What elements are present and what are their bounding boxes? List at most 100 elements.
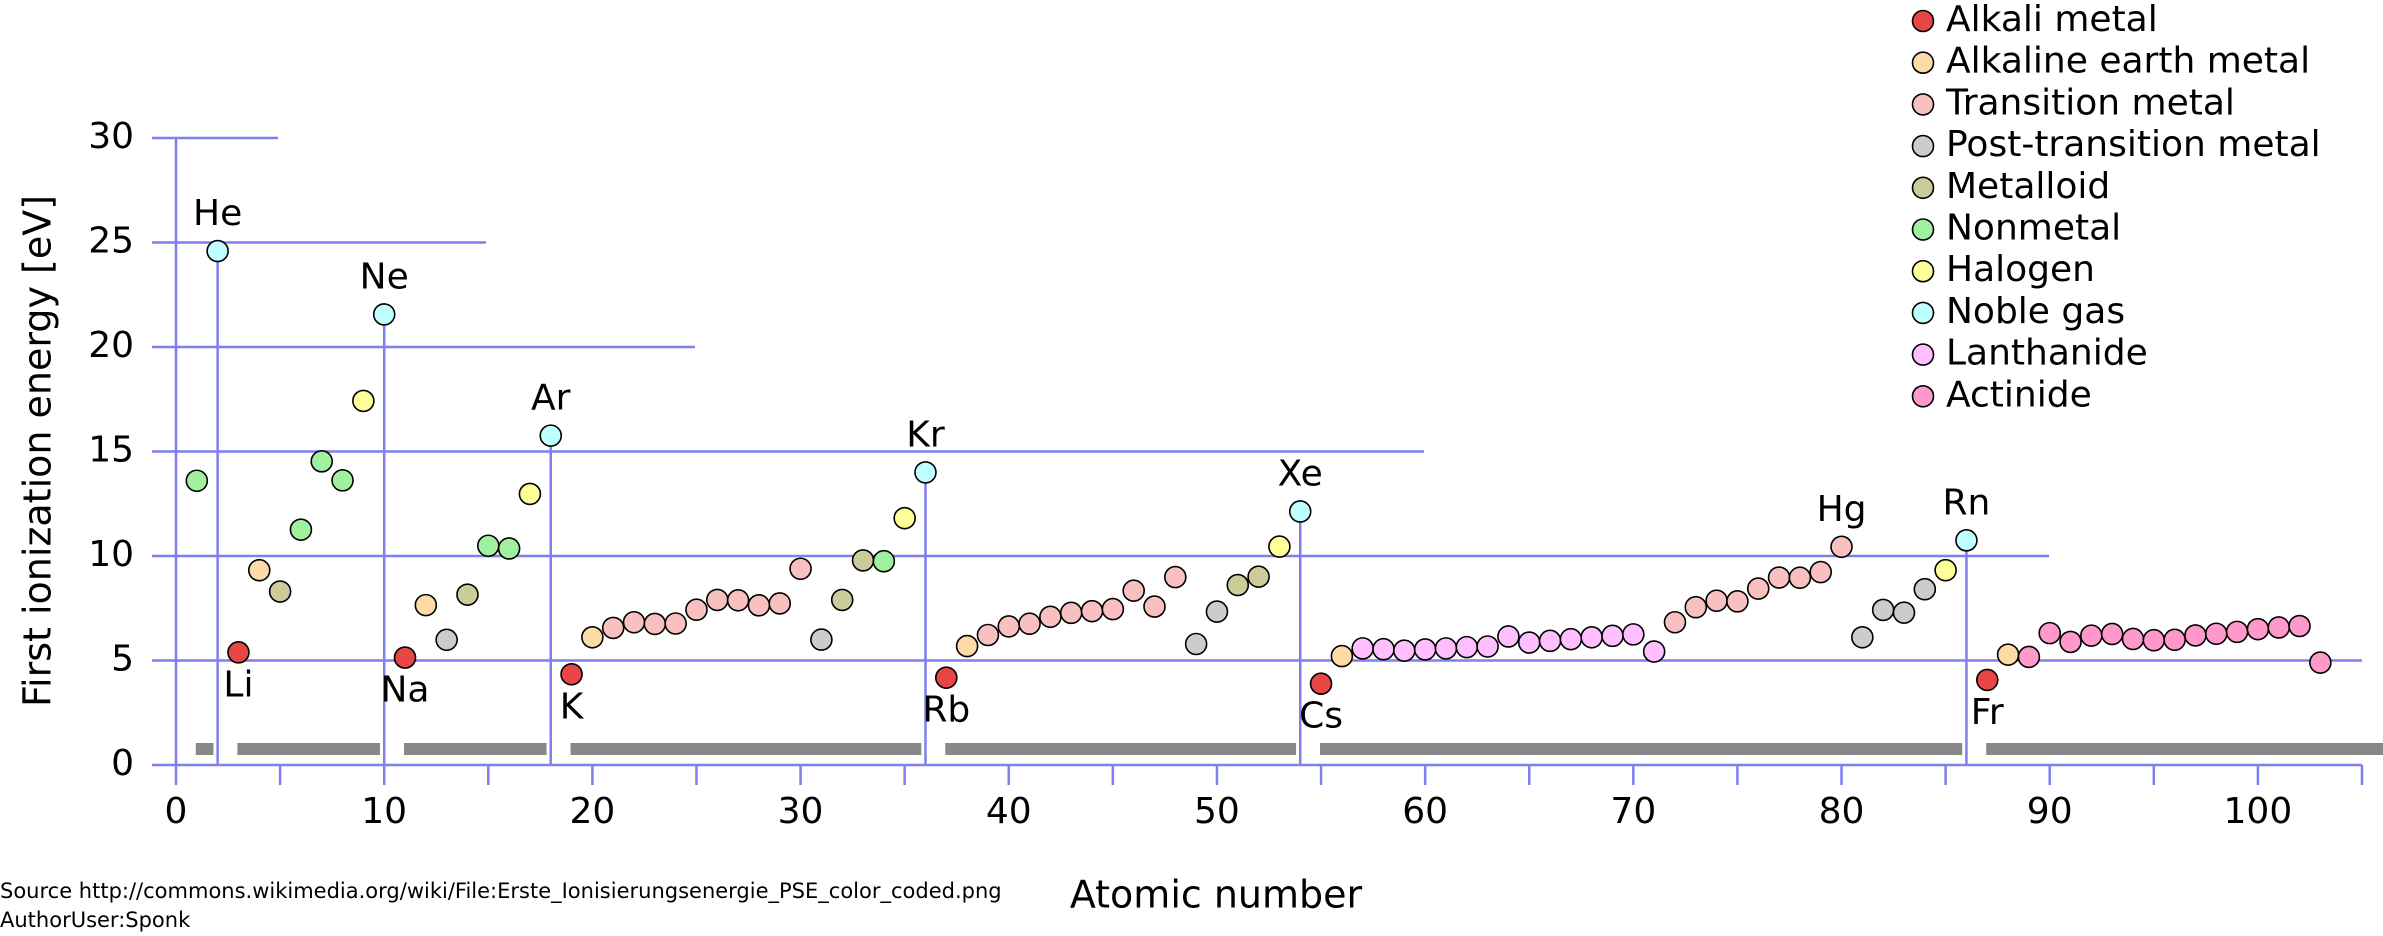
- x-axis-title: Atomic number: [1070, 873, 1363, 917]
- source-note: Source http://commons.wikimedia.org/wiki…: [0, 879, 1002, 904]
- data-point: [1372, 637, 1395, 661]
- data-point: [185, 469, 209, 493]
- data-point: [2309, 651, 2332, 674]
- legend-marker: [1911, 93, 1935, 116]
- data-point: [1955, 529, 1978, 552]
- data-point: [435, 628, 458, 652]
- element-label: Rb: [922, 690, 970, 731]
- data-point: [2204, 622, 2228, 646]
- data-point: [2017, 645, 2041, 669]
- x-tick-label: 10: [361, 791, 407, 832]
- data-point: [268, 580, 292, 603]
- legend-label: Noble gas: [1946, 291, 2125, 332]
- data-point: [560, 662, 583, 686]
- data-point: [1080, 599, 1104, 623]
- data-point: [789, 557, 812, 581]
- element-label: Cs: [1299, 696, 1343, 737]
- legend-marker: [1911, 51, 1935, 75]
- x-tick-label: 30: [778, 791, 824, 832]
- data-point: [1913, 577, 1937, 601]
- data-point: [1851, 626, 1874, 649]
- legend-marker: [1911, 259, 1935, 283]
- y-tick-label: 0: [111, 743, 134, 784]
- legend-marker: [1911, 384, 1935, 408]
- data-point: [393, 646, 417, 669]
- data-point: [310, 450, 334, 473]
- data-point: [893, 506, 916, 530]
- data-point: [1746, 577, 1770, 600]
- data-point: [1580, 626, 1603, 649]
- data-point: [1455, 635, 1479, 659]
- data-point: [955, 634, 979, 658]
- data-point: [1788, 566, 1812, 590]
- period-bar: [1986, 743, 2383, 755]
- data-point: [1122, 579, 1145, 602]
- data-point: [2184, 624, 2207, 647]
- data-point: [1559, 627, 1583, 651]
- data-point: [414, 593, 438, 617]
- data-point: [1809, 560, 1833, 584]
- data-point: [1143, 595, 1166, 618]
- element-label: Na: [381, 670, 430, 711]
- data-point: [664, 612, 687, 635]
- x-tick-label: 90: [2027, 791, 2073, 832]
- data-point: [331, 469, 354, 492]
- data-point: [1247, 565, 1270, 588]
- data-point: [1330, 644, 1354, 668]
- author-note: AuthorUser:Sponk: [0, 908, 191, 932]
- legend-label: Alkaline earth metal: [1946, 41, 2310, 82]
- element-label: Ar: [531, 378, 571, 419]
- y-tick-label: 5: [111, 639, 134, 680]
- x-tick-label: 20: [569, 791, 615, 832]
- data-point: [1101, 597, 1125, 621]
- data-point: [2288, 614, 2311, 638]
- period-bar: [945, 743, 1297, 755]
- data-point: [1663, 610, 1687, 634]
- data-point: [539, 424, 563, 447]
- legend-label: Nonmetal: [1946, 208, 2121, 249]
- y-tick-label: 20: [88, 325, 134, 366]
- legend-marker: [1911, 343, 1935, 366]
- element-label: Kr: [906, 414, 945, 455]
- data-point: [1830, 535, 1853, 559]
- data-point: [1393, 639, 1416, 662]
- element-label: K: [560, 686, 585, 727]
- legend-label: Transition metal: [1945, 82, 2235, 123]
- legend-marker: [1911, 218, 1935, 241]
- data-point: [601, 616, 625, 640]
- x-tick-label: 60: [1402, 791, 1448, 832]
- data-point: [372, 303, 396, 326]
- legend-label: Metalloid: [1946, 166, 2110, 207]
- data-point: [997, 615, 1021, 638]
- data-point: [768, 592, 792, 615]
- data-point: [1205, 600, 1229, 623]
- data-point: [1059, 601, 1083, 625]
- legend-marker: [1911, 9, 1935, 33]
- legend-label: Halogen: [1946, 249, 2095, 290]
- element-label: Xe: [1278, 453, 1323, 494]
- x-tick-label: 70: [1610, 791, 1656, 832]
- data-point: [2246, 617, 2270, 641]
- y-axis-title: First ionization energy [eV]: [16, 195, 60, 707]
- data-point: [581, 626, 604, 649]
- data-point: [2163, 628, 2186, 652]
- data-point: [726, 589, 750, 612]
- period-bar: [570, 743, 922, 755]
- data-point: [1351, 637, 1374, 660]
- x-tick-label: 80: [1819, 791, 1865, 832]
- data-point: [1642, 640, 1666, 663]
- data-point: [206, 239, 229, 263]
- data-point: [227, 641, 250, 664]
- data-point: [685, 598, 708, 622]
- legend-marker: [1911, 176, 1935, 200]
- data-point: [1538, 629, 1562, 653]
- data-point: [1705, 589, 1728, 613]
- data-point: [1226, 573, 1250, 597]
- legend-label: Post-transition metal: [1946, 124, 2321, 165]
- data-point: [1517, 631, 1541, 654]
- x-tick-label: 100: [2224, 791, 2293, 832]
- data-point: [935, 666, 958, 689]
- y-tick-label: 10: [88, 534, 134, 575]
- data-point: [2059, 630, 2082, 654]
